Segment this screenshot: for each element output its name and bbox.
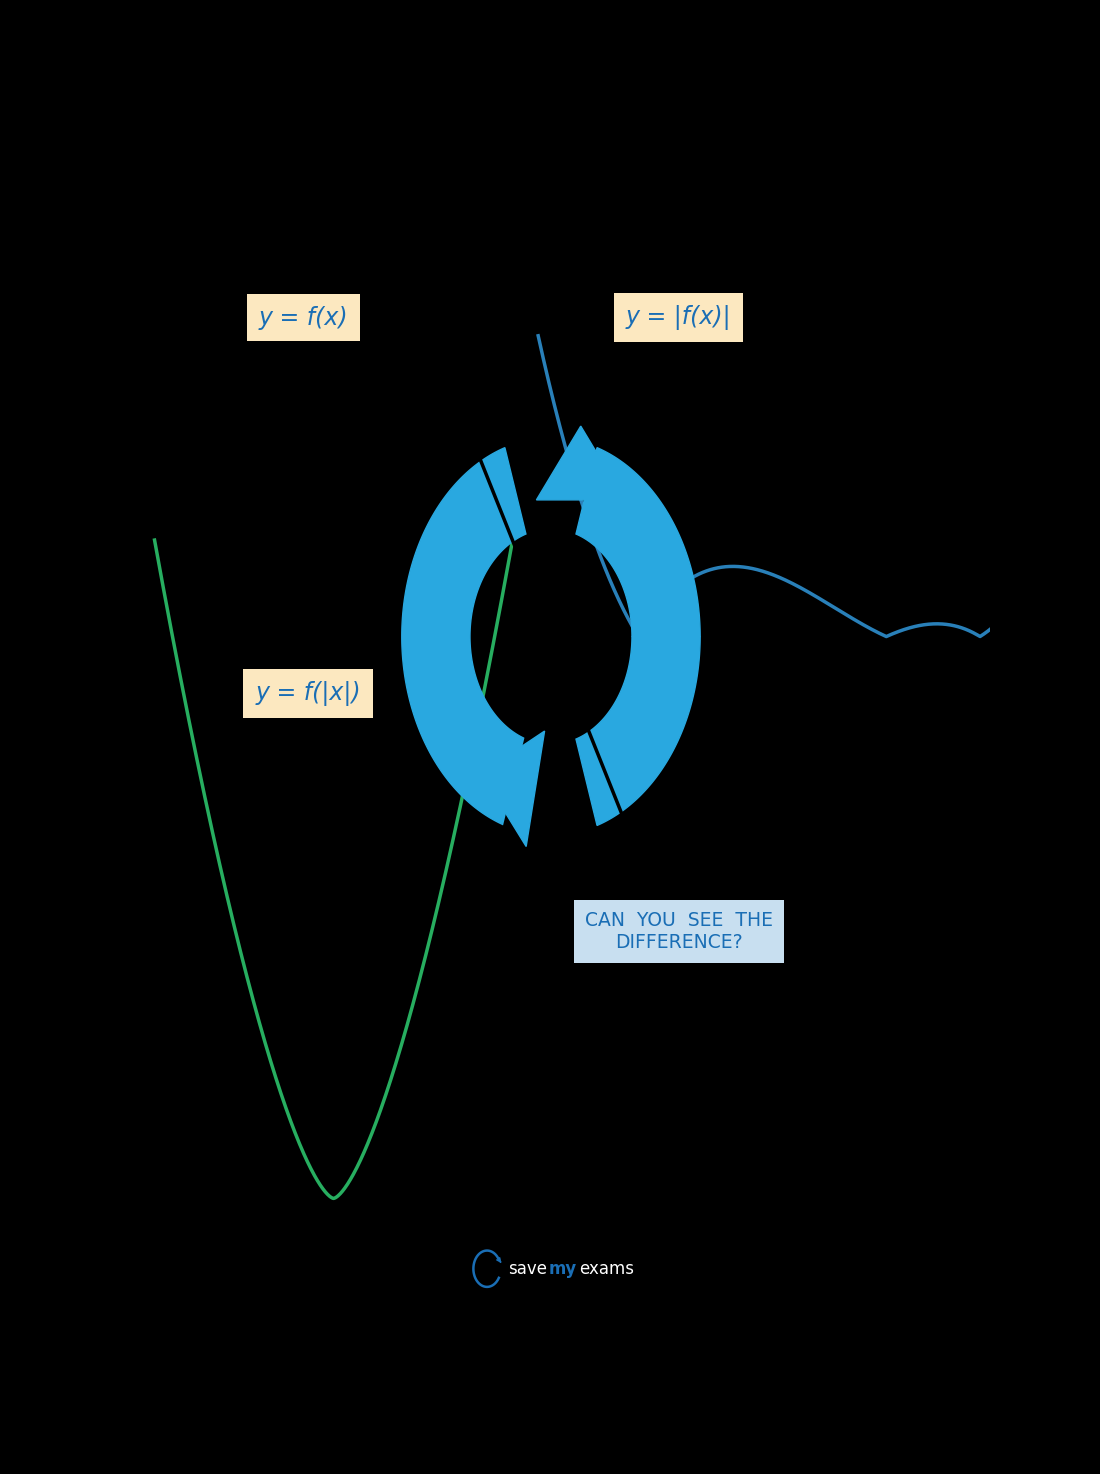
Text: y = f(|x|): y = f(|x|) xyxy=(255,681,361,706)
Text: y = f(x): y = f(x) xyxy=(258,305,349,330)
Polygon shape xyxy=(576,448,700,637)
Text: my: my xyxy=(549,1260,576,1278)
Polygon shape xyxy=(537,426,625,500)
Polygon shape xyxy=(481,731,544,846)
Text: exams: exams xyxy=(579,1260,634,1278)
Text: y = |f(x)|: y = |f(x)| xyxy=(626,305,732,330)
Text: CAN  YOU  SEE  THE
DIFFERENCE?: CAN YOU SEE THE DIFFERENCE? xyxy=(585,911,773,952)
Polygon shape xyxy=(402,448,526,825)
Text: save: save xyxy=(508,1260,548,1278)
Polygon shape xyxy=(576,637,700,825)
